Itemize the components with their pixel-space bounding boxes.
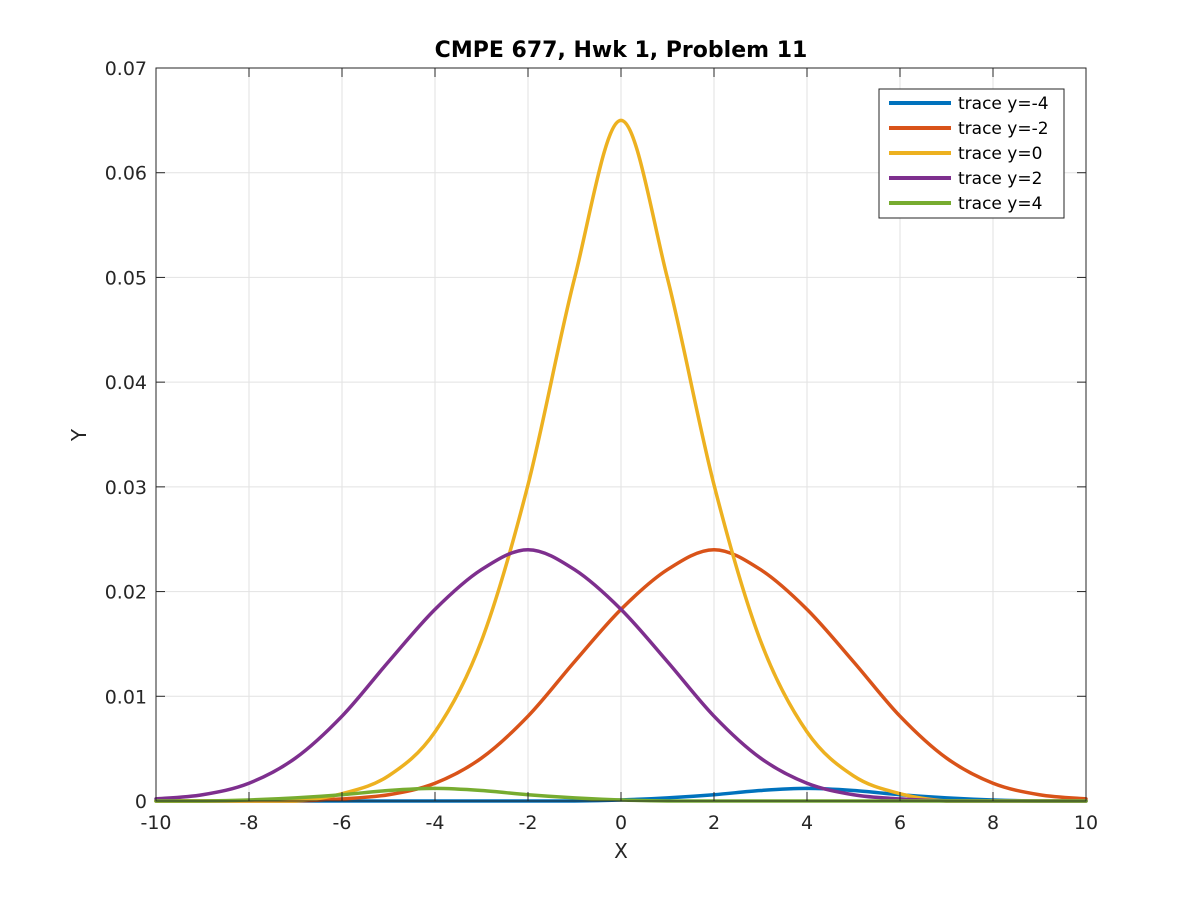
legend-entry-label: trace y=0 xyxy=(958,144,1042,164)
x-tick-label: 8 xyxy=(987,812,999,834)
x-tick-label: 0 xyxy=(615,812,627,834)
legend-entry-label: trace y=2 xyxy=(958,169,1042,189)
y-tick-labels: 0 0.01 0.02 0.03 0.04 0.05 0.06 0.07 xyxy=(105,58,147,813)
x-tick-label: -4 xyxy=(426,812,445,834)
legend-entry-label: trace y=4 xyxy=(958,194,1042,214)
x-tick-label: -8 xyxy=(240,812,259,834)
y-axis-label: Y xyxy=(67,428,91,442)
ticks xyxy=(155,67,1087,802)
x-tick-labels: -10 -8 -6 -4 -2 0 2 4 6 8 10 xyxy=(140,812,1098,834)
y-tick-label: 0.01 xyxy=(105,686,147,708)
x-tick-label: -10 xyxy=(140,812,171,834)
y-tick-label: 0.06 xyxy=(105,163,147,185)
x-tick-label: 6 xyxy=(894,812,906,834)
chart-title: CMPE 677, Hwk 1, Problem 11 xyxy=(435,38,808,63)
y-tick-label: 0 xyxy=(135,791,147,813)
x-axis-label: X xyxy=(614,839,628,863)
y-tick-label: 0.07 xyxy=(105,58,147,80)
y-tick-label: 0.04 xyxy=(105,372,147,394)
x-tick-label: 10 xyxy=(1074,812,1098,834)
x-tick-label: 2 xyxy=(708,812,720,834)
x-tick-label: -6 xyxy=(333,812,352,834)
x-tick-label: 4 xyxy=(801,812,813,834)
y-tick-label: 0.03 xyxy=(105,477,147,499)
x-tick-label: -2 xyxy=(519,812,538,834)
legend-entry-label: trace y=-4 xyxy=(958,94,1049,114)
legend-entry-label: trace y=-2 xyxy=(958,119,1049,139)
legend: trace y=-4 trace y=-2 trace y=0 trace y=2 tr… xyxy=(878,88,1065,219)
y-tick-label: 0.05 xyxy=(105,267,147,289)
y-tick-label: 0.02 xyxy=(105,582,147,604)
